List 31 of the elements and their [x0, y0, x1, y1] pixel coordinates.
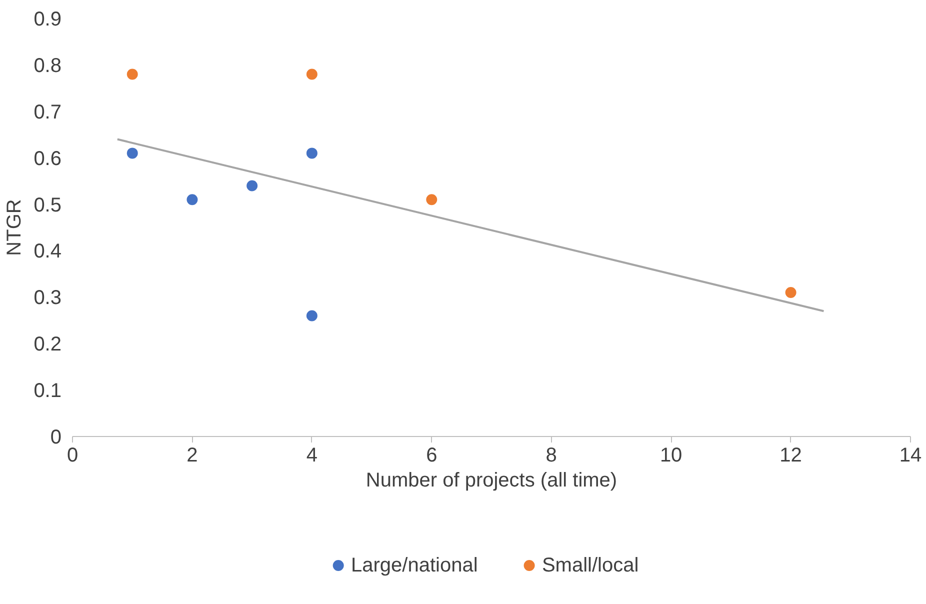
x-tick-label: 2 [186, 444, 198, 466]
x-tick-label: 8 [546, 444, 557, 466]
x-tick-label: 12 [780, 444, 802, 466]
x-tick-label: 0 [66, 444, 78, 466]
point [785, 287, 796, 298]
point [246, 180, 258, 192]
point [186, 194, 198, 206]
point [426, 194, 438, 206]
point [306, 68, 318, 80]
y-axis-title: NTGR [4, 199, 26, 256]
y-tick-label: 0.2 [34, 334, 62, 356]
y-tick-label: 0 [50, 426, 62, 448]
y-tick-label: 0.5 [34, 194, 62, 216]
y-tick-label: 0.8 [34, 54, 62, 77]
y-tick-label: 0.6 [34, 148, 62, 170]
y-tick-label: 0.4 [34, 240, 62, 263]
legend-label: Large/national [351, 554, 478, 576]
x-axis-title: Number of projects (all time) [366, 470, 618, 492]
point [126, 148, 138, 159]
x-tick-label: 4 [306, 444, 318, 466]
legend-label: Small/local [542, 554, 639, 576]
point [306, 148, 318, 159]
y-tick-label: 0.1 [34, 380, 62, 402]
x-tick-label: 14 [899, 444, 922, 466]
x-tick-label: 10 [660, 444, 682, 466]
point [306, 310, 318, 322]
x-tick-label: 6 [426, 444, 438, 466]
y-tick-label: 0.9 [34, 8, 62, 30]
y-tick-label: 0.7 [34, 101, 62, 124]
point [126, 68, 138, 80]
y-tick-label: 0.3 [34, 287, 62, 310]
